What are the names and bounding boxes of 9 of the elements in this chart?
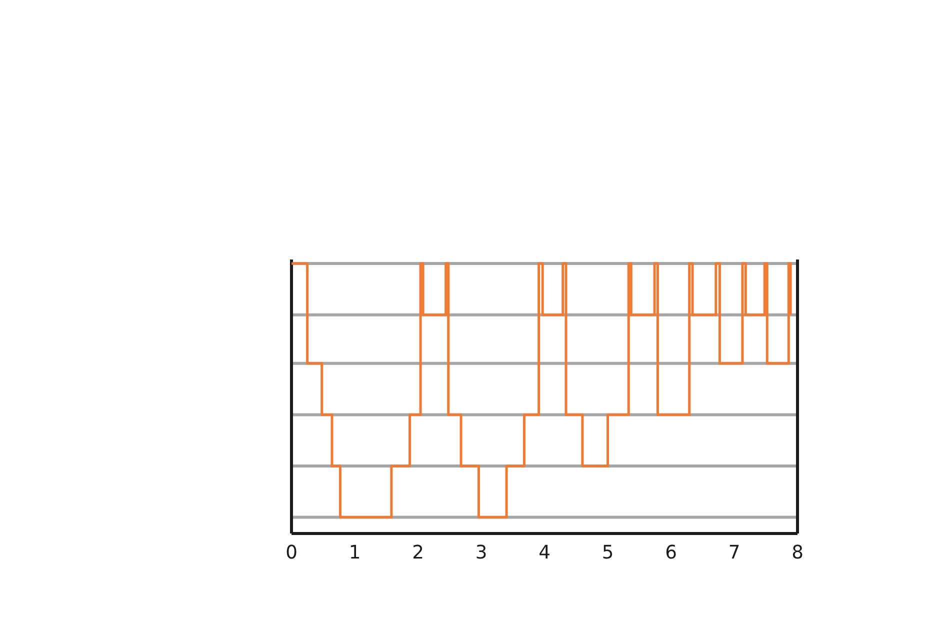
x-tick-label: 7 xyxy=(728,542,740,564)
x-tick-label: 8 xyxy=(792,542,804,564)
x-tick-label: 6 xyxy=(665,542,677,564)
x-tick-label: 0 xyxy=(286,542,298,564)
x-tick-label: 4 xyxy=(538,542,550,564)
x-tick-label: 3 xyxy=(475,542,488,564)
x-tick-label: 2 xyxy=(412,542,424,564)
x-tick-label: 1 xyxy=(348,542,361,564)
x-tick-label: 5 xyxy=(602,542,614,564)
